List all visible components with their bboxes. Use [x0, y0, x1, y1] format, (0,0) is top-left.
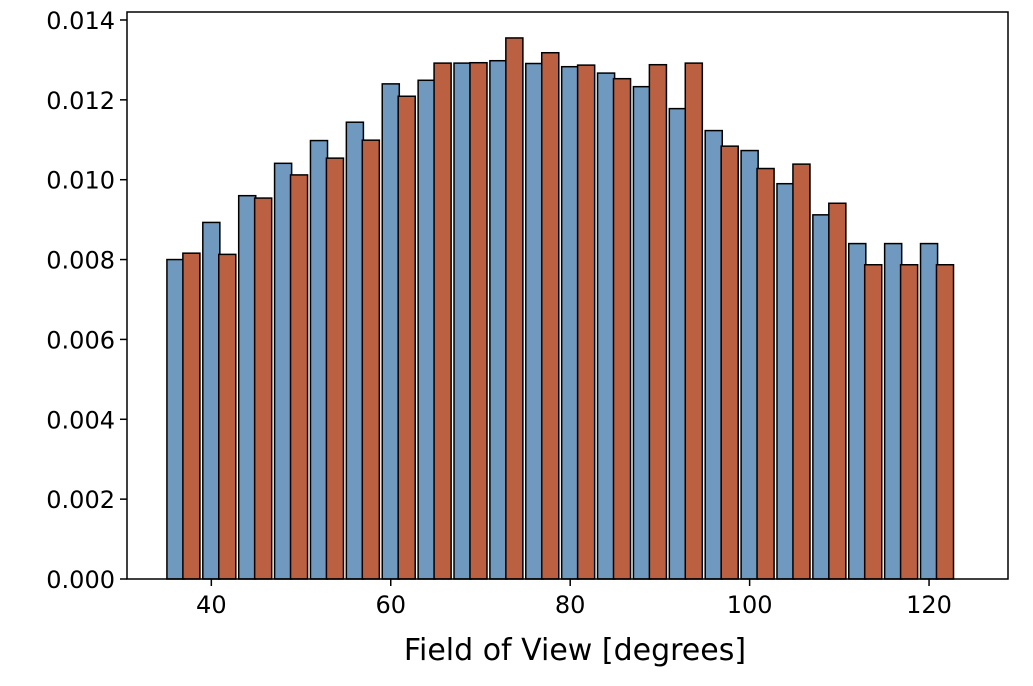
bar-series-1-bin-45	[237, 194, 257, 580]
bar-series-1-bin-109	[812, 214, 831, 580]
bar-series-2-bin-89	[648, 63, 668, 580]
bar-series-2-bin-81	[576, 64, 596, 580]
y-tick-label: 0.006	[46, 326, 115, 354]
bars-group	[166, 37, 955, 580]
bar-series-1-bin-101	[740, 149, 759, 580]
x-axis-label: Field of View [degrees]	[404, 633, 746, 668]
bar-series-2-bin-85	[612, 77, 632, 580]
bar-series-2-bin-61	[397, 95, 416, 580]
bar-series-2-bin-69	[469, 61, 488, 580]
bar-series-1-bin-113	[848, 242, 867, 580]
y-axis: 0.000 0.002 0.004 0.006 0.008 0.010 0.012 0.014	[46, 7, 127, 594]
bar-series-1-bin-61	[381, 83, 401, 580]
bar-series-2-bin-77	[540, 51, 560, 580]
bar-series-1-bin-121	[919, 242, 939, 580]
bar-series-1-bin-37	[166, 258, 185, 580]
y-tick-label: 0.008	[46, 247, 115, 275]
y-tick-label: 0.014	[46, 7, 115, 35]
bar-series-2-bin-109	[828, 202, 847, 580]
bar-series-1-bin-89	[632, 85, 652, 580]
x-tick-label: 40	[196, 591, 227, 619]
bar-series-2-bin-93	[684, 62, 704, 580]
bar-series-1-bin-85	[596, 72, 616, 580]
bar-series-1-bin-53	[309, 139, 329, 580]
bar-series-1-bin-69	[453, 62, 472, 580]
bar-series-1-bin-97	[704, 129, 724, 580]
bar-series-2-bin-45	[253, 197, 273, 580]
bar-series-1-bin-41	[202, 221, 221, 580]
bar-series-1-bin-93	[668, 107, 688, 580]
y-tick-label: 0.000	[46, 566, 115, 594]
x-tick-label: 100	[727, 591, 773, 619]
x-tick-label: 60	[375, 591, 406, 619]
bar-series-2-bin-37	[182, 252, 201, 580]
bar-series-2-bin-49	[289, 174, 309, 580]
bar-series-2-bin-105	[792, 163, 811, 580]
y-tick-label: 0.010	[46, 167, 115, 195]
x-tick-label: 120	[906, 591, 952, 619]
bar-series-2-bin-57	[361, 139, 381, 580]
bar-series-2-bin-113	[863, 264, 883, 580]
plot-frame	[126, 11, 1009, 580]
bar-series-1-bin-77	[525, 62, 544, 580]
y-tick-label: 0.002	[46, 486, 115, 514]
bar-series-2-bin-117	[899, 264, 919, 580]
bar-series-2-bin-121	[935, 264, 955, 580]
bar-series-2-bin-65	[433, 62, 452, 580]
x-axis: 40 60 80 100 120	[196, 579, 952, 619]
bar-series-2-bin-73	[505, 37, 524, 580]
bar-series-2-bin-101	[756, 167, 775, 580]
bar-series-2-bin-97	[720, 145, 739, 580]
bar-series-1-bin-73	[489, 59, 508, 580]
y-tick-label: 0.012	[46, 87, 115, 115]
bar-series-1-bin-57	[345, 121, 365, 580]
bar-series-1-bin-81	[560, 65, 580, 580]
y-tick-label: 0.004	[46, 406, 115, 434]
bar-series-1-bin-49	[273, 162, 293, 580]
x-tick-label: 80	[555, 591, 586, 619]
bar-series-2-bin-53	[325, 157, 345, 580]
bar-series-1-bin-105	[776, 182, 795, 580]
bar-series-2-bin-41	[218, 253, 237, 580]
bar-series-1-bin-65	[417, 79, 436, 580]
bar-series-1-bin-117	[883, 242, 903, 580]
